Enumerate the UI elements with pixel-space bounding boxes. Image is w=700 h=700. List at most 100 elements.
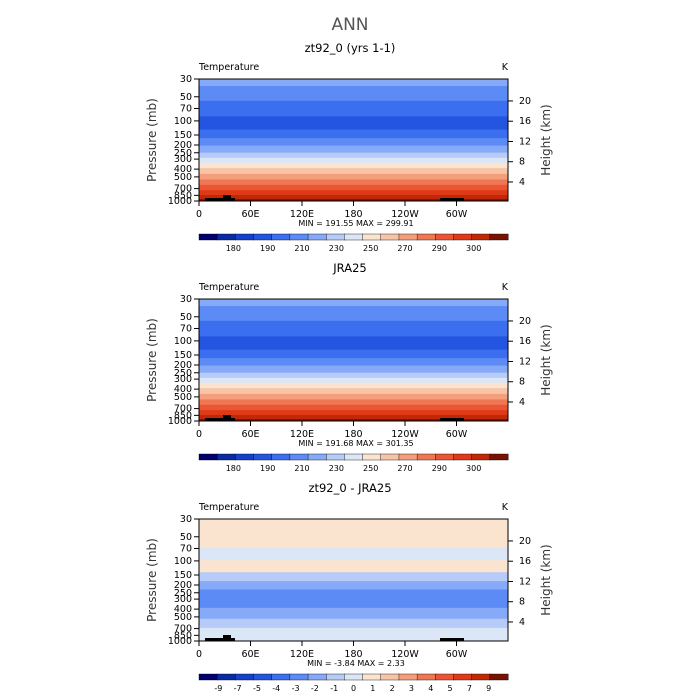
topography-bar (223, 415, 231, 421)
y2-tick-label: 8 (519, 597, 525, 608)
colorbar-swatch (398, 453, 418, 461)
colorbar-label: 180 (226, 464, 241, 473)
colorbar-label: -5 (253, 684, 261, 693)
colorbar-swatch (253, 453, 273, 461)
y2-tick-label: 8 (519, 377, 525, 388)
stats-label: MIN = 191.68 MAX = 301.35 (298, 439, 413, 448)
colorbar-swatch (235, 673, 255, 681)
colorbar-label: 190 (260, 244, 275, 253)
contour-band (199, 145, 508, 154)
y-tick-label: 1000 (168, 636, 192, 647)
y2-tick-label: 20 (519, 536, 531, 547)
colorbar-label: 7 (467, 684, 472, 693)
colorbar-swatch (398, 233, 418, 241)
y-tick-label: 70 (180, 323, 192, 334)
colorbar-label: 9 (486, 684, 491, 693)
y-tick-label: 250 (174, 368, 192, 379)
y2-tick-label: 8 (519, 157, 525, 168)
y-tick-label: 200 (174, 580, 192, 591)
contour-band (199, 116, 508, 131)
colorbar-label: -1 (330, 684, 338, 693)
colorbar-label: 250 (363, 244, 378, 253)
y-axis-label: Pressure (mb) (145, 538, 159, 622)
topography-bar (205, 418, 235, 421)
topography-bar (205, 638, 235, 641)
contour-band (199, 399, 508, 406)
x-tick-label: 60E (241, 209, 259, 220)
x-tick-label: 60W (446, 649, 468, 660)
contour-band (199, 410, 508, 416)
stats-label: MIN = 191.55 MAX = 299.91 (298, 219, 413, 228)
colorbar-swatch (235, 233, 255, 241)
y2-tick-label: 12 (519, 356, 531, 367)
colorbar-label: 4 (428, 684, 433, 693)
colorbar-label: 290 (432, 244, 447, 253)
contour-band (199, 358, 508, 367)
y2-tick-label: 12 (519, 576, 531, 587)
colorbar-swatch (471, 673, 491, 681)
y-axis-label: Pressure (mb) (145, 318, 159, 402)
contour-band (199, 320, 508, 337)
colorbar-swatch (435, 233, 454, 241)
colorbar-label: 1 (370, 684, 375, 693)
colorbar-swatch (326, 233, 345, 241)
y-tick-label: 700 (174, 404, 192, 415)
contour-band (199, 519, 508, 532)
colorbar-label: -7 (234, 684, 242, 693)
y-tick-label: 100 (174, 556, 192, 567)
colorbar-label: 210 (294, 244, 309, 253)
contour-band (199, 173, 508, 180)
y-tick-label: 400 (174, 604, 192, 615)
contour-band (199, 299, 508, 307)
contour-band (199, 157, 508, 164)
colorbar-swatch (344, 233, 364, 241)
stats-label: MIN = -3.84 MAX = 2.33 (307, 659, 405, 668)
y2-tick-label: 20 (519, 316, 531, 327)
y-tick-label: 850 (174, 410, 192, 421)
colorbar-swatch (307, 453, 327, 461)
colorbar-swatch (289, 453, 309, 461)
colorbar-swatch (398, 673, 418, 681)
colorbar-swatch (416, 233, 436, 241)
y-tick-label: 30 (180, 74, 192, 85)
contour-band (199, 627, 508, 637)
colorbar-label: 230 (329, 464, 344, 473)
y-tick-label: 500 (174, 172, 192, 183)
y-tick-label: 50 (180, 532, 192, 543)
y-tick-label: 700 (174, 184, 192, 195)
contour-band (199, 548, 508, 561)
colorbar-swatch (489, 673, 509, 681)
colorbar-swatch (344, 453, 364, 461)
y-tick-label: 30 (180, 294, 192, 305)
contour-band (199, 388, 508, 395)
colorbar-label: 0 (351, 684, 356, 693)
y-tick-label: 700 (174, 624, 192, 635)
colorbar-label: 250 (363, 464, 378, 473)
contour-band (199, 86, 508, 102)
colorbar-label: 5 (448, 684, 453, 693)
y-tick-label: 250 (174, 588, 192, 599)
contour-band (199, 190, 508, 196)
y-tick-label: 850 (174, 630, 192, 641)
y-tick-label: 400 (174, 384, 192, 395)
y2-tick-label: 20 (519, 96, 531, 107)
panel-title: zt92_0 (yrs 1-1) (305, 41, 396, 55)
colorbar-label: 270 (397, 464, 412, 473)
x-tick-label: 0 (196, 649, 202, 660)
y-tick-label: 50 (180, 92, 192, 103)
x-tick-label: 120W (391, 209, 419, 220)
y-tick-label: 400 (174, 164, 192, 175)
colorbar-swatch (253, 233, 273, 241)
variable-label: Temperature (198, 62, 259, 73)
y-tick-label: 70 (180, 543, 192, 554)
colorbar-swatch (271, 233, 291, 241)
y-tick-label: 150 (174, 130, 192, 141)
y-tick-label: 150 (174, 350, 192, 361)
colorbar-swatch (435, 453, 454, 461)
colorbar-swatch (471, 453, 491, 461)
contour-band (199, 168, 508, 175)
contour-band (199, 581, 508, 591)
colorbar-label: 290 (432, 464, 447, 473)
y-tick-label: 70 (180, 103, 192, 114)
